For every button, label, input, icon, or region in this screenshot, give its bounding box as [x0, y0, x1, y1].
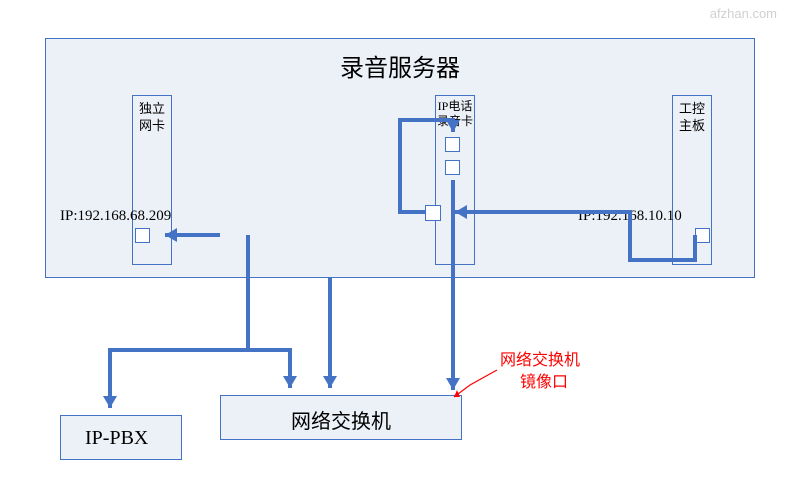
mb-ip: IP:192.168.10.10 [578, 208, 682, 225]
rec-port-0 [445, 137, 460, 152]
mb-port [695, 228, 710, 243]
mb-label: 工控 主板 [679, 101, 705, 135]
watermark: afzhan.com [710, 6, 777, 21]
server-title: 录音服务器 [340, 48, 460, 83]
nic-port [135, 228, 150, 243]
pbx-label: IP-PBX [85, 427, 148, 450]
nic-label: 独立 网卡 [139, 101, 165, 135]
nic-ip: IP:192.168.68.209 [60, 208, 171, 225]
rec-label: IP电话 录音卡 [437, 99, 473, 129]
rec-port-1 [445, 160, 460, 175]
rec-port-2 [425, 205, 441, 221]
switch-label: 网络交换机 [291, 405, 391, 434]
callout-text: 网络交换机 镜像口 [500, 350, 580, 393]
